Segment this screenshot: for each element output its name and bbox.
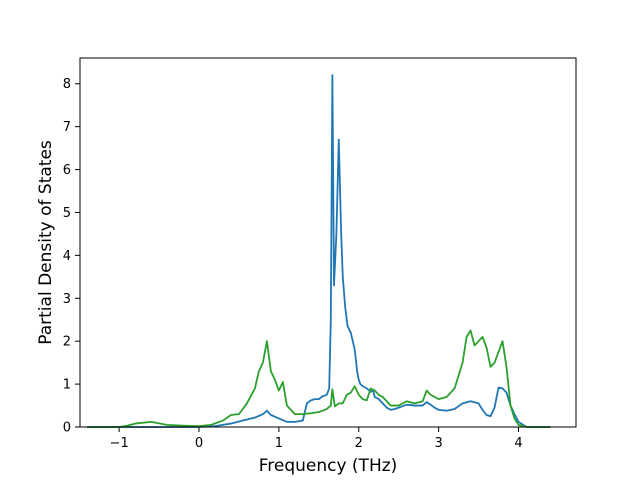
x-tick-label: 2: [355, 436, 363, 451]
y-tick-label: 3: [63, 292, 71, 307]
y-tick-label: 0: [63, 421, 71, 436]
series-line-2: [87, 329, 551, 428]
y-tick-label: 7: [63, 120, 71, 135]
x-tick-label: 0: [195, 436, 203, 451]
y-tick-label: 1: [63, 378, 71, 393]
y-tick-label: 5: [63, 206, 71, 221]
x-axis-ticks: −1 0 1 2 3 4: [110, 427, 523, 451]
y-tick-label: 6: [63, 163, 71, 178]
x-tick-label: 4: [514, 436, 522, 451]
plot-area-frame: [79, 57, 577, 428]
x-tick-label: 1: [275, 436, 283, 451]
y-axis-title: Partial Density of States: [36, 140, 56, 345]
y-tick-label: 2: [63, 335, 71, 350]
x-axis-title: Frequency (THz): [259, 456, 398, 476]
x-tick-label: −1: [110, 436, 129, 451]
x-tick-label: 3: [434, 436, 442, 451]
y-axis-ticks: 0 1 2 3 4 5 6 7 8: [63, 77, 80, 436]
series-line-1: [87, 74, 551, 428]
y-tick-label: 4: [63, 249, 71, 264]
y-tick-label: 8: [63, 77, 71, 92]
series-layer: [87, 74, 551, 428]
